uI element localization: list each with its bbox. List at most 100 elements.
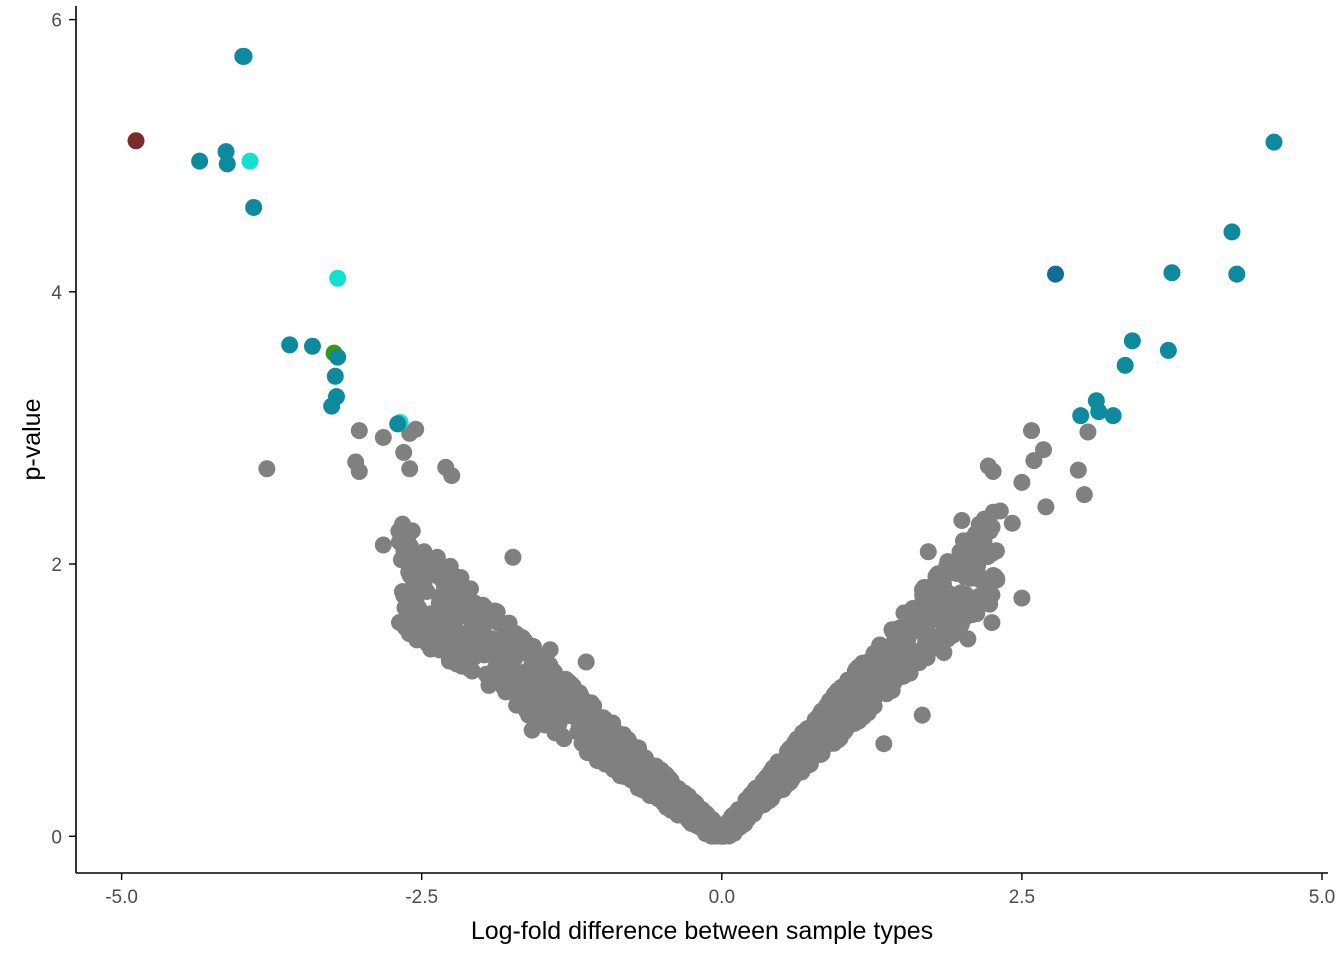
y-tick-label: 2 — [51, 555, 62, 576]
data-point — [443, 607, 461, 625]
data-point — [417, 610, 435, 628]
data-point — [523, 721, 541, 739]
data-point — [418, 634, 436, 652]
data-point — [531, 666, 549, 684]
highlighted-data-point — [329, 348, 347, 366]
highlighted-data-point — [303, 337, 321, 355]
data-point — [677, 786, 695, 804]
data-point — [1035, 441, 1053, 459]
data-point — [833, 690, 851, 708]
data-point — [784, 768, 802, 786]
data-point — [436, 581, 454, 599]
data-point — [415, 543, 433, 561]
data-point — [436, 636, 454, 654]
highlighted-data-point — [241, 152, 259, 170]
data-point — [869, 684, 887, 702]
data-point — [959, 630, 977, 648]
data-point — [1023, 422, 1041, 440]
data-point — [833, 722, 851, 740]
data-point — [808, 732, 826, 750]
data-point — [818, 717, 836, 735]
data-point — [407, 420, 425, 438]
data-point — [1075, 486, 1093, 504]
data-point — [479, 668, 497, 686]
highlighted-data-point — [1159, 341, 1177, 359]
data-point — [779, 742, 797, 760]
data-point — [577, 653, 595, 671]
x-tick-label: -2.5 — [405, 887, 438, 908]
data-point — [623, 765, 641, 783]
y-axis-title: p-value — [18, 399, 46, 481]
data-point — [395, 443, 413, 461]
y-tick-label: 6 — [51, 11, 62, 32]
data-point — [987, 542, 1005, 560]
data-point — [901, 609, 919, 627]
data-point — [914, 609, 932, 627]
data-point — [461, 652, 479, 670]
highlighted-data-point — [1047, 265, 1065, 283]
data-point — [494, 678, 512, 696]
data-point — [984, 462, 1002, 480]
x-tick-label: 2.5 — [1009, 887, 1035, 908]
data-point — [797, 722, 815, 740]
data-point — [772, 755, 790, 773]
data-point — [774, 780, 792, 798]
highlighted-data-point — [1116, 356, 1134, 374]
highlighted-data-point — [1228, 265, 1246, 283]
data-point — [462, 611, 480, 629]
highlighted-data-point — [1104, 407, 1122, 425]
data-point — [400, 612, 418, 630]
data-point — [598, 749, 616, 767]
data-point — [867, 645, 885, 663]
data-point — [350, 422, 368, 440]
data-point — [735, 807, 753, 825]
data-point — [555, 707, 573, 725]
data-point — [852, 658, 870, 676]
background-points-layer — [258, 420, 1097, 845]
data-point — [867, 659, 885, 677]
y-tick-label: 4 — [51, 283, 62, 304]
data-point — [629, 779, 647, 797]
data-point — [693, 802, 711, 820]
data-point — [928, 566, 946, 584]
data-point — [953, 511, 971, 529]
highlighted-data-point — [127, 132, 145, 150]
data-point — [1025, 452, 1043, 470]
data-point — [1079, 423, 1097, 441]
data-point — [744, 784, 762, 802]
x-axis-ticks: -5.0 -2.5 0.0 2.5 5.0 — [105, 873, 1335, 908]
data-point — [913, 706, 931, 724]
data-point — [986, 571, 1004, 589]
data-point — [919, 543, 937, 561]
data-point — [466, 594, 484, 612]
data-point — [792, 736, 810, 754]
highlighted-data-point — [245, 198, 263, 216]
data-point — [945, 558, 963, 576]
data-point — [546, 724, 564, 742]
highlighted-data-point — [329, 269, 347, 287]
data-point — [816, 704, 834, 722]
data-point — [350, 462, 368, 480]
data-point — [672, 801, 690, 819]
data-point — [958, 607, 976, 625]
highlighted-data-point — [191, 152, 209, 170]
data-point — [517, 663, 535, 681]
data-point — [400, 563, 418, 581]
data-point — [374, 428, 392, 446]
data-point — [983, 614, 1001, 632]
x-tick-label: 0.0 — [709, 887, 735, 908]
data-point — [443, 467, 461, 485]
data-point — [971, 519, 989, 537]
data-point — [660, 787, 678, 805]
data-point — [401, 460, 419, 478]
data-point — [921, 593, 939, 611]
highlighted-data-point — [218, 155, 236, 173]
highlighted-data-point — [1123, 332, 1141, 350]
data-point — [400, 595, 418, 613]
data-point — [795, 754, 813, 772]
data-point — [934, 614, 952, 632]
data-point — [507, 685, 525, 703]
data-point — [1069, 461, 1087, 479]
data-point — [875, 735, 893, 753]
